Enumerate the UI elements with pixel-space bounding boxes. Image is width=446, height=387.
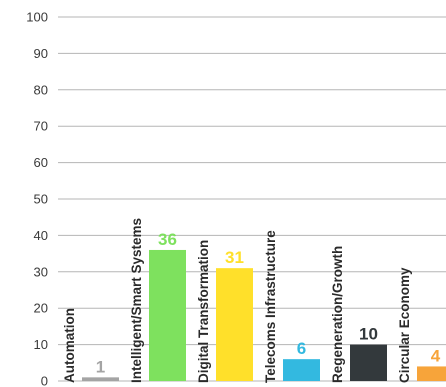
- y-tick-label: 0: [41, 374, 48, 387]
- y-tick-label: 90: [34, 46, 48, 61]
- y-tick-label: 60: [34, 155, 48, 170]
- bar: [216, 268, 253, 381]
- y-tick-label: 100: [26, 10, 48, 25]
- category-label: Circular Economy: [397, 267, 412, 383]
- bar: [417, 366, 446, 381]
- category-label: Intelligent/Smart Systems: [129, 218, 144, 383]
- bar: [283, 359, 320, 381]
- category-label: Regeneration/Growth: [330, 246, 345, 383]
- bar: [149, 249, 186, 381]
- value-label: 4: [431, 346, 441, 365]
- category-label: Automation: [62, 308, 77, 383]
- value-label: 1: [96, 357, 105, 376]
- value-labels: 1 36 31 6 10 4: [96, 230, 441, 376]
- category-labels: Automation Intelligent/Smart Systems Digit…: [62, 218, 412, 383]
- y-tick-label: 50: [34, 192, 48, 207]
- value-label: 10: [359, 325, 378, 344]
- value-label: 31: [225, 248, 244, 267]
- category-label: Telecoms Infrastructure: [263, 230, 278, 383]
- bar: [82, 377, 119, 381]
- y-tick-label: 30: [34, 264, 48, 279]
- y-tick-label: 70: [34, 119, 48, 134]
- y-tick-label: 20: [34, 301, 48, 316]
- value-label: 36: [158, 230, 177, 249]
- y-tick-label: 10: [34, 337, 48, 352]
- category-label: Digital Transformation: [196, 240, 211, 383]
- y-tick-label: 40: [34, 228, 48, 243]
- bars: [82, 249, 446, 381]
- bar: [350, 344, 387, 381]
- y-tick-label: 80: [34, 82, 48, 97]
- value-label: 6: [297, 339, 306, 358]
- gridlines: [58, 16, 446, 382]
- y-axis-ticks: 0 10 20 30 40 50 60 70 80 90 100: [26, 10, 48, 387]
